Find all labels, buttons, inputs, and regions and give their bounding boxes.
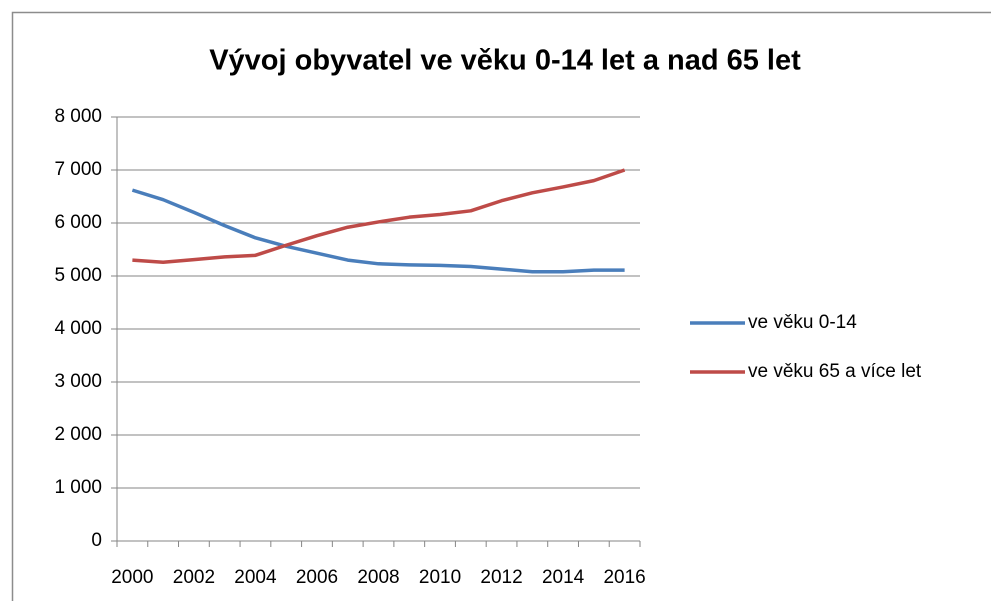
series-line xyxy=(131,188,625,274)
x-tick-label: 2002 xyxy=(173,567,215,588)
chart-title: Vývoj obyvatel ve věku 0-14 let a nad 65… xyxy=(209,45,801,77)
x-tick-label: 2004 xyxy=(234,567,277,588)
x-tick-label: 2006 xyxy=(296,567,338,588)
x-tick-label: 2010 xyxy=(419,567,461,588)
legend-label: ve věku 0-14 xyxy=(748,312,857,333)
legend-label: ve věku 65 a více let xyxy=(748,361,922,382)
y-tick-label: 6 000 xyxy=(54,212,102,233)
x-tick-label: 2000 xyxy=(111,567,153,588)
y-tick-label: 1 000 xyxy=(54,477,102,498)
series-line xyxy=(132,168,626,264)
y-tick-label: 3 000 xyxy=(54,371,102,392)
y-tick-label: 4 000 xyxy=(54,318,102,339)
x-tick-label: 2012 xyxy=(480,567,522,588)
x-tick-label: 2016 xyxy=(603,567,645,588)
x-tick-label: 2014 xyxy=(542,567,585,588)
y-tick-label: 8 000 xyxy=(54,106,102,127)
x-tick-label: 2008 xyxy=(357,567,399,588)
y-tick-label: 7 000 xyxy=(54,159,102,180)
y-tick-label: 0 xyxy=(91,530,102,551)
chart-frame xyxy=(11,11,991,601)
y-tick-label: 5 000 xyxy=(54,265,102,286)
y-tick-label: 2 000 xyxy=(54,424,102,445)
